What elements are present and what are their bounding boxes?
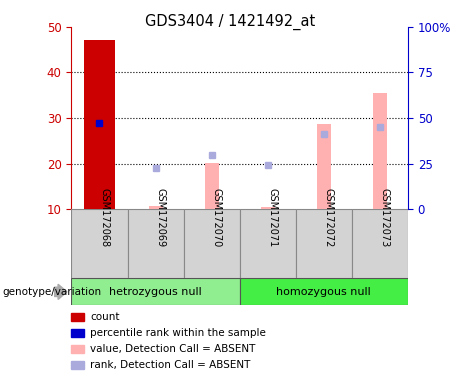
Text: GSM172068: GSM172068 <box>100 188 110 247</box>
Bar <box>71 278 240 305</box>
Bar <box>261 207 275 209</box>
Bar <box>205 163 219 209</box>
Bar <box>240 209 296 278</box>
Bar <box>71 209 128 278</box>
Text: GSM172072: GSM172072 <box>324 188 334 247</box>
Bar <box>296 209 352 278</box>
Text: GSM172073: GSM172073 <box>380 188 390 247</box>
Text: value, Detection Call = ABSENT: value, Detection Call = ABSENT <box>90 344 255 354</box>
Text: GDS3404 / 1421492_at: GDS3404 / 1421492_at <box>145 13 316 30</box>
Text: rank, Detection Call = ABSENT: rank, Detection Call = ABSENT <box>90 360 250 370</box>
FancyArrow shape <box>54 284 67 300</box>
Text: GSM172071: GSM172071 <box>268 188 278 247</box>
Text: percentile rank within the sample: percentile rank within the sample <box>90 328 266 338</box>
Bar <box>84 40 115 209</box>
Text: GSM172069: GSM172069 <box>156 188 165 247</box>
Bar <box>183 209 240 278</box>
Text: genotype/variation: genotype/variation <box>2 287 101 297</box>
Text: homozygous null: homozygous null <box>277 287 371 297</box>
Bar <box>128 209 183 278</box>
Bar <box>148 206 163 209</box>
Bar <box>240 278 408 305</box>
Bar <box>352 209 408 278</box>
Text: count: count <box>90 312 119 322</box>
Bar <box>317 124 331 209</box>
Bar <box>373 93 387 209</box>
Text: GSM172070: GSM172070 <box>212 188 222 247</box>
Text: hetrozygous null: hetrozygous null <box>109 287 202 297</box>
